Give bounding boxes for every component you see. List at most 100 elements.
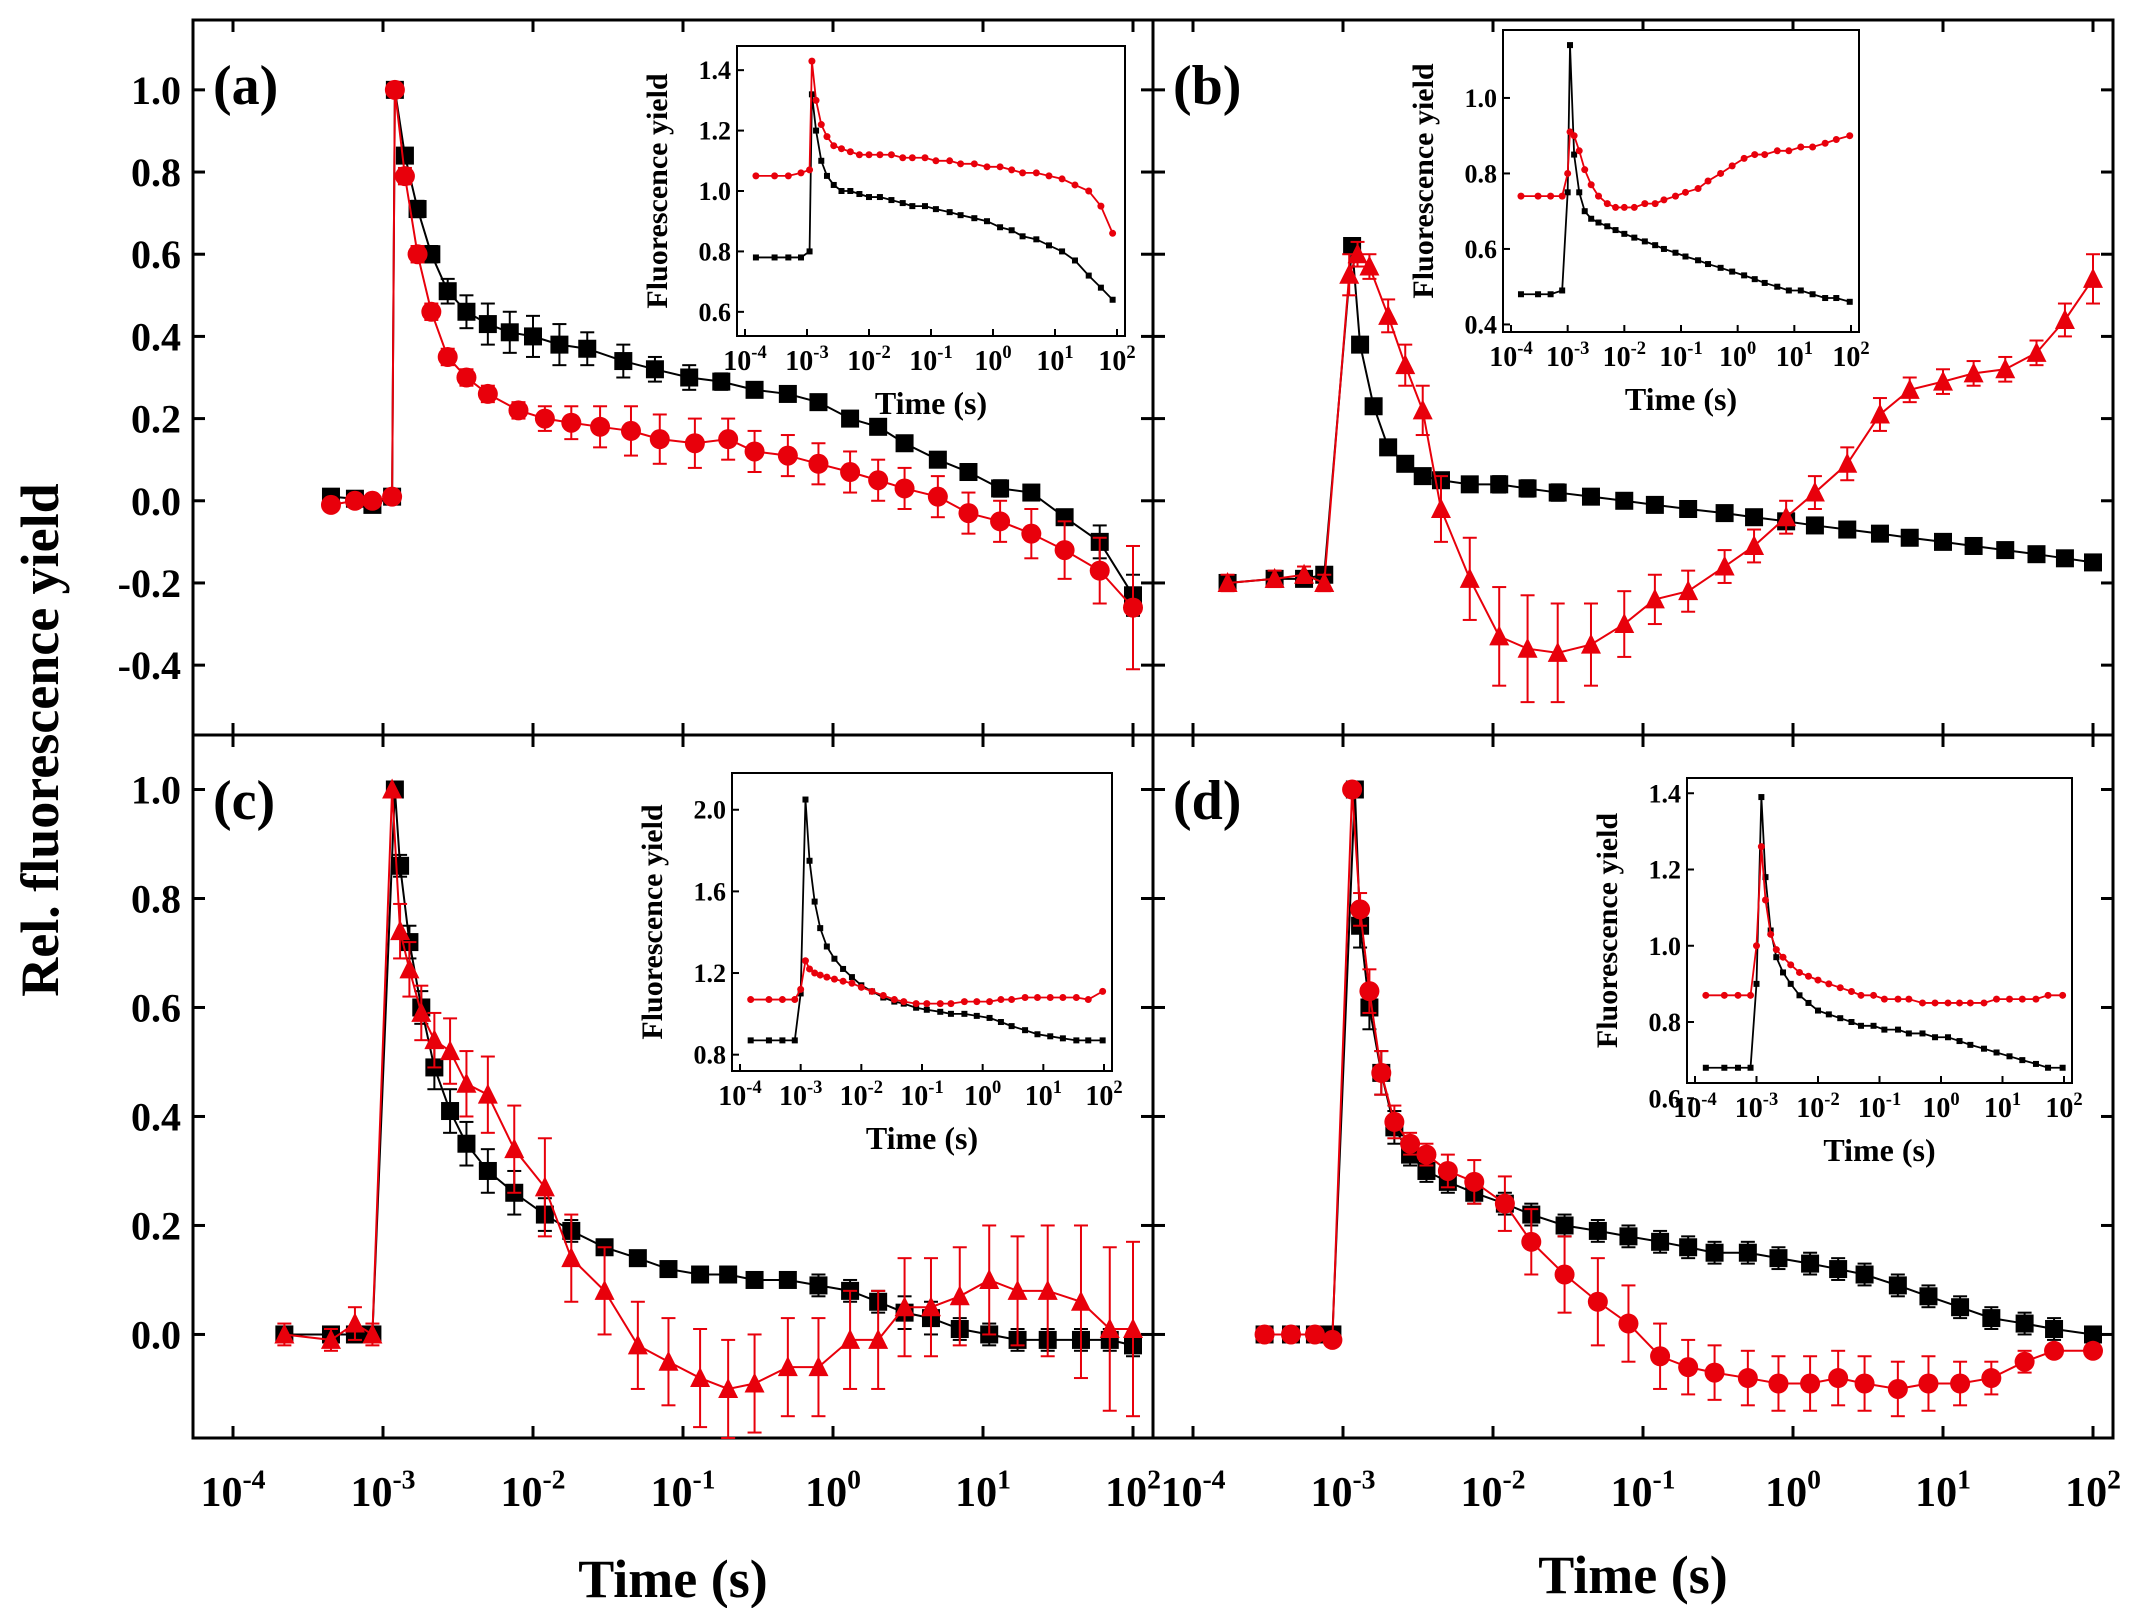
- inset-data-point-black: [2059, 1064, 2066, 1071]
- data-point-black: [719, 1265, 738, 1284]
- data-point-black: [1651, 1232, 1670, 1251]
- inset-data-point-red: [1779, 953, 1787, 961]
- inset-data-point-red: [1575, 147, 1583, 155]
- inset-data-point-black: [1932, 1034, 1939, 1041]
- data-point-black: [1738, 1243, 1757, 1262]
- data-point-red: [1918, 1373, 1939, 1394]
- data-point-red: [421, 301, 442, 322]
- data-point-black: [478, 1161, 497, 1180]
- inset-data-point-black: [1881, 1026, 1888, 1033]
- inset-data-point-black: [1837, 1015, 1844, 1022]
- inset-data-point-red: [946, 157, 954, 165]
- inset-data-point-red: [1717, 169, 1725, 177]
- inset-data-point-red: [1944, 999, 1952, 1007]
- inset-data-point-red: [2044, 991, 2052, 999]
- data-point-red: [1350, 899, 1371, 920]
- inset-data-point-black: [818, 157, 825, 164]
- data-point-black: [1934, 532, 1952, 551]
- data-point-red: [362, 490, 383, 511]
- data-point-black: [712, 372, 731, 391]
- inset-data-point-red: [1085, 187, 1093, 195]
- data-point-red: [990, 511, 1011, 532]
- data-point-red: [1217, 571, 1238, 592]
- inset-data-point-black: [1097, 284, 1104, 291]
- inset-data-point-black: [811, 898, 818, 905]
- data-point-black: [1838, 520, 1857, 539]
- inset-y-tick-label: 1.0: [699, 177, 732, 206]
- data-point-black: [578, 339, 597, 358]
- inset-data-point-black: [1956, 1038, 1963, 1045]
- inset-data-point-black: [1758, 794, 1765, 801]
- data-point-black: [1379, 438, 1398, 457]
- y-tick-label: 0.0: [131, 1312, 181, 1357]
- x-tick-label: 101: [955, 1463, 1011, 1516]
- inset-data-point-black: [817, 925, 824, 932]
- data-point-red: [1416, 1144, 1437, 1165]
- panel-label: (a): [213, 55, 278, 117]
- inset-data-point-black: [909, 203, 916, 210]
- data-point-red: [1828, 1368, 1849, 1389]
- inset-data-point-red: [1757, 843, 1765, 851]
- data-point-black: [1588, 1221, 1607, 1240]
- y-axis-label: Rel. fluorescence yield: [10, 483, 70, 996]
- inset-x-label: Time (s): [1625, 381, 1737, 417]
- inset-data-point-black: [1702, 1064, 1709, 1071]
- inset-data-point-black: [1993, 1049, 2000, 1056]
- inset-x-label: Time (s): [875, 385, 987, 421]
- data-point-black: [1615, 491, 1634, 510]
- inset-data-point-black: [823, 943, 830, 950]
- inset-data-point-black: [1753, 980, 1760, 987]
- inset-data-point-red: [1033, 994, 1041, 1002]
- inset-data-point-red: [1045, 172, 1053, 180]
- x-tick-label: 10-1: [1610, 1463, 1675, 1516]
- inset-y-tick-label: 0.4: [1465, 310, 1498, 339]
- inset-x-tick-label: 10-3: [1546, 338, 1589, 373]
- inset-data-point-black: [1517, 291, 1524, 298]
- inset-data-point-red: [791, 996, 799, 1004]
- inset-data-point-red: [747, 996, 755, 1004]
- inset-data-point-red: [1753, 942, 1760, 950]
- y-tick-label: 0.8: [131, 150, 181, 195]
- inset-data-point-red: [1071, 181, 1079, 189]
- inset-data-point-black: [1848, 1019, 1855, 1025]
- inset-data-point-red: [1795, 968, 1803, 976]
- data-point-red: [1587, 1291, 1608, 1312]
- inset-data-point-red: [1581, 166, 1589, 174]
- inset-data-point-black: [1967, 1041, 1974, 1048]
- data-point-black: [1888, 1276, 1907, 1295]
- data-point-red: [320, 494, 341, 515]
- inset-data-point-red: [1821, 139, 1829, 147]
- inset-data-point-black: [913, 1004, 920, 1011]
- data-point-black: [1996, 541, 2015, 560]
- inset-data-point-black: [1774, 283, 1781, 290]
- inset-data-point-black: [1612, 227, 1619, 234]
- data-point-black: [1351, 335, 1370, 354]
- inset-y-tick-label: 1.2: [699, 117, 732, 146]
- inset-data-point-red: [2032, 995, 2040, 1003]
- inset-x-tick-label: 102: [1085, 1077, 1122, 1112]
- data-point-red: [1099, 1318, 1120, 1339]
- data-point-red: [1704, 1362, 1725, 1383]
- inset-data-point-red: [778, 996, 786, 1004]
- inset-data-point-red: [932, 157, 940, 165]
- data-point-black: [1870, 524, 1889, 543]
- inset-data-point-red: [1825, 980, 1833, 988]
- data-point-red: [1342, 779, 1363, 800]
- inset-data-point-black: [2006, 1053, 2013, 1060]
- inset-data-point-red: [1008, 996, 1016, 1004]
- data-point-black: [2027, 545, 2046, 564]
- inset-data-point-red: [1734, 991, 1742, 999]
- inset-x-tick-label: 101: [1036, 342, 1073, 377]
- inset-data-point-black: [1071, 257, 1078, 264]
- data-point-red: [411, 1001, 432, 1022]
- y-tick-label: 0.2: [131, 1203, 181, 1248]
- inset-data-point-red: [865, 151, 873, 159]
- inset-data-point-red: [887, 151, 895, 159]
- inset-data-point-black: [806, 248, 813, 255]
- data-point-black: [2084, 553, 2102, 572]
- data-point-black: [1855, 1265, 1874, 1284]
- inset-frame: [731, 772, 1113, 1072]
- data-point-red: [1322, 1329, 1343, 1350]
- inset-data-point-red: [983, 163, 991, 171]
- inset-x-tick-label: 10-1: [900, 1077, 943, 1112]
